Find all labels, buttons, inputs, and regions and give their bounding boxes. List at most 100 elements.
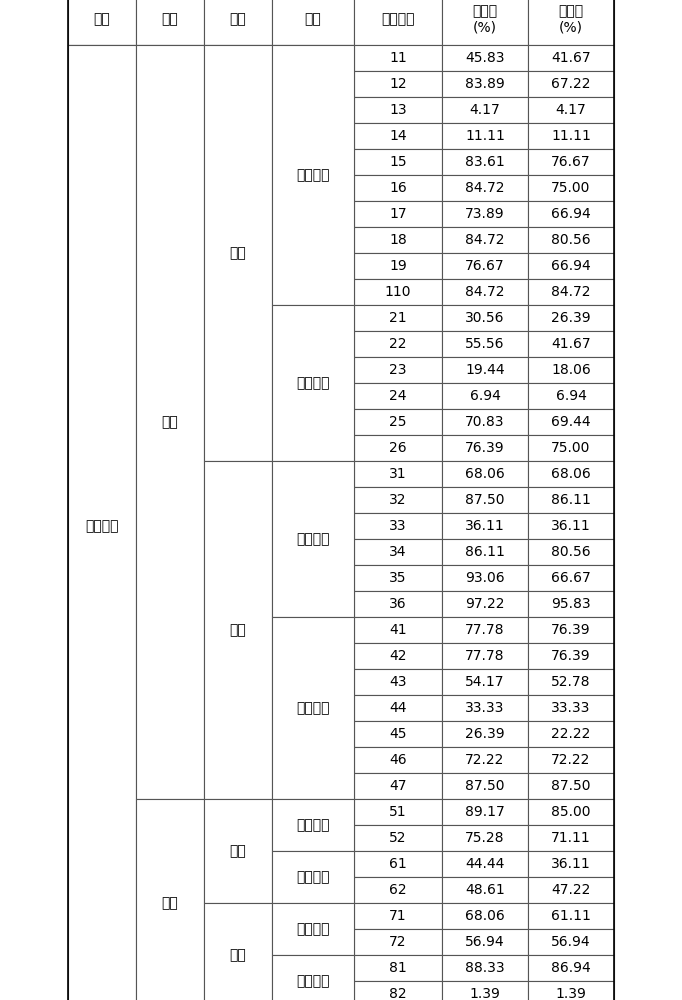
- Bar: [68, 747, 136, 773]
- Text: 雄株: 雄株: [162, 896, 179, 910]
- Text: 12: 12: [389, 77, 406, 91]
- Bar: [354, 71, 442, 97]
- Bar: [68, 643, 136, 669]
- Bar: [68, 227, 136, 253]
- Text: 21: 21: [389, 311, 406, 325]
- Text: 36: 36: [389, 597, 406, 611]
- Text: 灌生贰号: 灌生贰号: [296, 870, 330, 884]
- Bar: [272, 253, 354, 279]
- Bar: [528, 97, 614, 123]
- Bar: [136, 513, 204, 539]
- Bar: [68, 513, 136, 539]
- Bar: [272, 877, 354, 903]
- Bar: [136, 903, 204, 929]
- Bar: [354, 955, 442, 981]
- Bar: [272, 721, 354, 747]
- Text: 11.11: 11.11: [551, 129, 591, 143]
- Bar: [68, 539, 136, 565]
- Bar: [272, 565, 354, 591]
- Bar: [272, 461, 354, 487]
- Text: 72.22: 72.22: [551, 753, 591, 767]
- Text: 生根率
(%): 生根率 (%): [473, 4, 498, 34]
- Text: 中段: 中段: [230, 844, 246, 858]
- Bar: [442, 357, 528, 383]
- Bar: [272, 851, 354, 877]
- Bar: [354, 565, 442, 591]
- Bar: [136, 617, 204, 643]
- Bar: [528, 279, 614, 305]
- Bar: [354, 201, 442, 227]
- Bar: [68, 461, 136, 487]
- Bar: [442, 799, 528, 825]
- Bar: [68, 123, 136, 149]
- Bar: [528, 461, 614, 487]
- Text: 雌雄: 雌雄: [162, 12, 179, 26]
- Text: 69.44: 69.44: [551, 415, 591, 429]
- Text: 北美冬青: 北美冬青: [85, 519, 119, 533]
- Bar: [204, 955, 272, 981]
- Bar: [272, 305, 354, 331]
- Bar: [204, 0, 272, 45]
- Text: 71.11: 71.11: [551, 831, 591, 845]
- Bar: [68, 279, 136, 305]
- Bar: [442, 253, 528, 279]
- Text: 86.11: 86.11: [465, 545, 505, 559]
- Bar: [528, 981, 614, 1000]
- Bar: [442, 539, 528, 565]
- Bar: [68, 591, 136, 617]
- Text: 45: 45: [389, 727, 406, 741]
- Bar: [528, 487, 614, 513]
- Bar: [204, 123, 272, 149]
- Text: 23: 23: [389, 363, 406, 377]
- Text: 66.67: 66.67: [551, 571, 591, 585]
- Text: 36.11: 36.11: [551, 519, 591, 533]
- Bar: [272, 97, 354, 123]
- Bar: [272, 591, 354, 617]
- Text: 41: 41: [389, 623, 406, 637]
- Bar: [272, 695, 354, 721]
- Bar: [354, 747, 442, 773]
- Text: 41.67: 41.67: [551, 51, 591, 65]
- Bar: [354, 513, 442, 539]
- Text: 75.00: 75.00: [551, 441, 591, 455]
- Bar: [136, 0, 204, 45]
- Bar: [354, 825, 442, 851]
- Bar: [136, 201, 204, 227]
- Bar: [528, 123, 614, 149]
- Bar: [442, 0, 528, 45]
- Bar: [204, 383, 272, 409]
- Bar: [136, 643, 204, 669]
- Bar: [354, 903, 442, 929]
- Text: 灌生贰号: 灌生贰号: [296, 376, 330, 390]
- Bar: [528, 383, 614, 409]
- Bar: [68, 851, 136, 877]
- Bar: [354, 435, 442, 461]
- Text: 36.11: 36.11: [551, 857, 591, 871]
- Bar: [528, 253, 614, 279]
- Text: 名称: 名称: [93, 12, 110, 26]
- Text: 80.56: 80.56: [551, 233, 591, 247]
- Bar: [204, 279, 272, 305]
- Bar: [136, 799, 204, 825]
- Bar: [442, 773, 528, 799]
- Text: 86.94: 86.94: [551, 961, 591, 975]
- Text: 15: 15: [389, 155, 406, 169]
- Bar: [272, 669, 354, 695]
- Bar: [442, 227, 528, 253]
- Text: 68.06: 68.06: [465, 467, 505, 481]
- Bar: [354, 409, 442, 435]
- Bar: [442, 149, 528, 175]
- Bar: [136, 721, 204, 747]
- Bar: [68, 331, 136, 357]
- Bar: [136, 331, 204, 357]
- Bar: [272, 929, 354, 955]
- Bar: [272, 123, 354, 149]
- Text: 83.61: 83.61: [465, 155, 505, 169]
- Text: 26.39: 26.39: [465, 727, 505, 741]
- Text: 77.78: 77.78: [465, 623, 505, 637]
- Text: 34: 34: [389, 545, 406, 559]
- Bar: [136, 929, 204, 955]
- Bar: [136, 695, 204, 721]
- Text: 84.72: 84.72: [465, 181, 505, 195]
- Text: 61: 61: [389, 857, 407, 871]
